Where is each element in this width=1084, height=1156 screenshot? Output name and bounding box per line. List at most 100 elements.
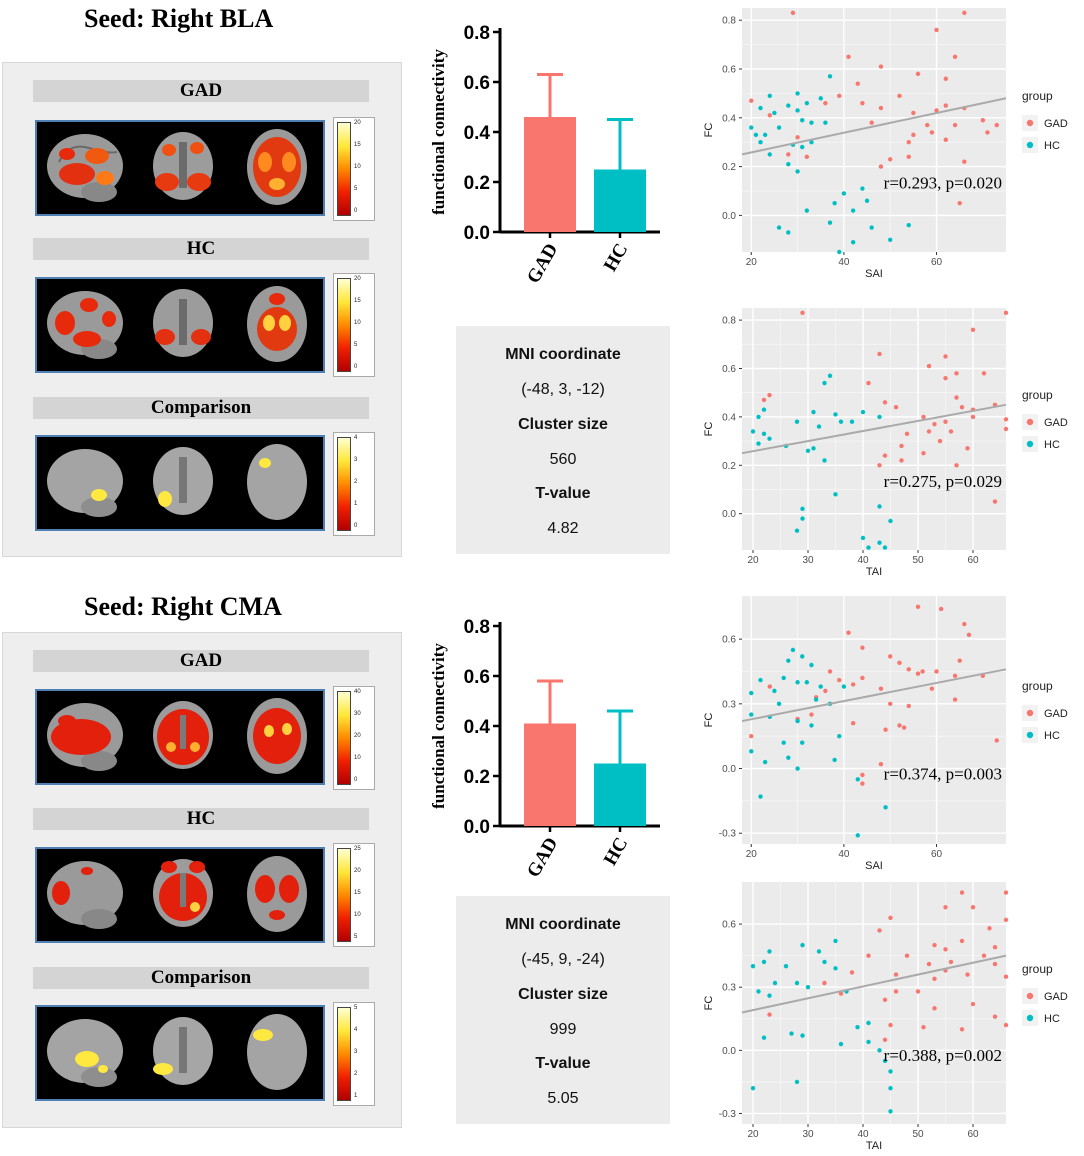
point-hc: [833, 966, 838, 971]
point-hc: [800, 740, 805, 745]
point-hc: [860, 186, 865, 191]
point-hc: [906, 222, 911, 228]
point-gad: [915, 989, 921, 994]
y-tick-label: 0.2: [722, 162, 736, 173]
point-gad: [980, 118, 986, 123]
correlation-annotation: r=0.388, p=0.002: [884, 1046, 1002, 1065]
mni-label: MNI coordinate: [505, 346, 621, 363]
point-gad: [987, 926, 992, 931]
point-gad: [954, 371, 959, 376]
scatter-cma-tai: 20 30 40 50 60 -0.3 0.0 0.3 0.6 TAI FC r=0.388, p=0…: [703, 882, 1068, 1152]
point-hc: [786, 658, 791, 663]
point-gad: [981, 953, 987, 958]
scatter-bla-sai: 20 40 60 0.0 0.2 0.4 0.6 0.8 SAI FC r=0.293, p=0.0…: [703, 8, 1068, 280]
mni-value: (-48, 3, -12): [521, 381, 605, 398]
point-hc: [800, 506, 805, 512]
x-tick-label: 50: [912, 555, 924, 566]
point-gad: [767, 1012, 772, 1017]
sagittal-slice: [47, 134, 123, 202]
point-gad: [962, 159, 967, 164]
point-gad: [767, 392, 772, 398]
point-hc: [888, 1086, 893, 1091]
point-hc: [790, 647, 796, 653]
sagittal-slice: [47, 1019, 123, 1087]
point-gad: [904, 431, 910, 437]
point-hc: [781, 740, 786, 745]
x-axis-label: TAI: [866, 1140, 882, 1152]
point-gad: [906, 703, 911, 709]
point-hc: [888, 237, 893, 242]
point-hc: [786, 161, 791, 167]
point-gad: [932, 1006, 937, 1011]
legend-label: HC: [1044, 439, 1060, 451]
point-gad: [804, 154, 810, 160]
y-axis-label: FC: [703, 713, 715, 728]
point-gad: [948, 429, 954, 434]
point-gad: [749, 733, 754, 739]
point-hc: [877, 1048, 882, 1053]
point-gad: [888, 157, 893, 162]
legend-title: group: [1022, 89, 1053, 103]
point-gad: [893, 405, 899, 410]
point-hc: [800, 144, 805, 150]
point-gad: [965, 446, 970, 451]
point-hc: [794, 980, 800, 986]
x-tick-label: GAD: [523, 240, 562, 287]
point-gad: [822, 980, 827, 986]
point-gad: [883, 727, 888, 732]
point-gad: [966, 632, 972, 638]
point-gad: [878, 105, 884, 111]
legend-label: GAD: [1044, 708, 1068, 720]
point-gad: [888, 1022, 893, 1028]
point-hc: [882, 545, 888, 550]
point-gad: [943, 76, 948, 81]
point-gad: [906, 667, 911, 672]
point-gad: [837, 677, 842, 683]
point-hc: [762, 132, 768, 138]
point-gad: [823, 100, 828, 106]
y-tick-label: 0.4: [464, 717, 491, 738]
point-gad: [952, 54, 958, 59]
point-gad: [790, 10, 796, 16]
point-gad: [911, 132, 916, 138]
point-gad: [981, 371, 987, 376]
coronal-slice: [153, 447, 213, 515]
point-gad: [911, 110, 916, 116]
point-gad: [888, 654, 893, 659]
point-hc: [794, 1079, 800, 1085]
coronal-slice: [153, 859, 213, 927]
point-gad: [860, 675, 865, 681]
point-hc: [756, 441, 761, 446]
y-axis-label: FC: [703, 996, 715, 1011]
point-hc: [888, 518, 893, 524]
point-gad: [962, 10, 967, 16]
seed-title-bla: Seed: Right BLA: [84, 4, 274, 33]
point-gad: [1003, 974, 1009, 979]
point-gad: [943, 375, 948, 381]
brain-map-hc: [35, 847, 325, 943]
point-hc: [761, 407, 767, 412]
correlation-annotation: r=0.293, p=0.020: [884, 174, 1002, 193]
coronal-slice: [153, 701, 213, 769]
point-gad: [952, 697, 958, 702]
point-hc: [756, 989, 761, 994]
x-tick-label: HC: [600, 834, 632, 869]
t-value-label: T-value: [535, 1055, 591, 1072]
x-axis-label: TAI: [866, 566, 882, 578]
point-gad: [965, 972, 970, 977]
point-hc: [860, 409, 866, 415]
sagittal-slice: [47, 703, 123, 771]
x-tick-label: 20: [747, 555, 759, 566]
legend-key-gad: [1026, 709, 1034, 717]
colorbar-gad: 20 15 10 5 0: [333, 117, 375, 221]
point-gad: [934, 108, 939, 113]
coronal-slice: [153, 1017, 213, 1085]
point-gad: [878, 762, 884, 767]
point-hc: [827, 74, 833, 79]
sagittal-slice: [47, 449, 123, 517]
y-tick-label: 0.4: [722, 113, 736, 124]
point-hc: [823, 120, 828, 125]
bar-hc: [594, 763, 646, 826]
point-gad: [959, 938, 965, 944]
x-tick-label: 30: [802, 555, 814, 566]
